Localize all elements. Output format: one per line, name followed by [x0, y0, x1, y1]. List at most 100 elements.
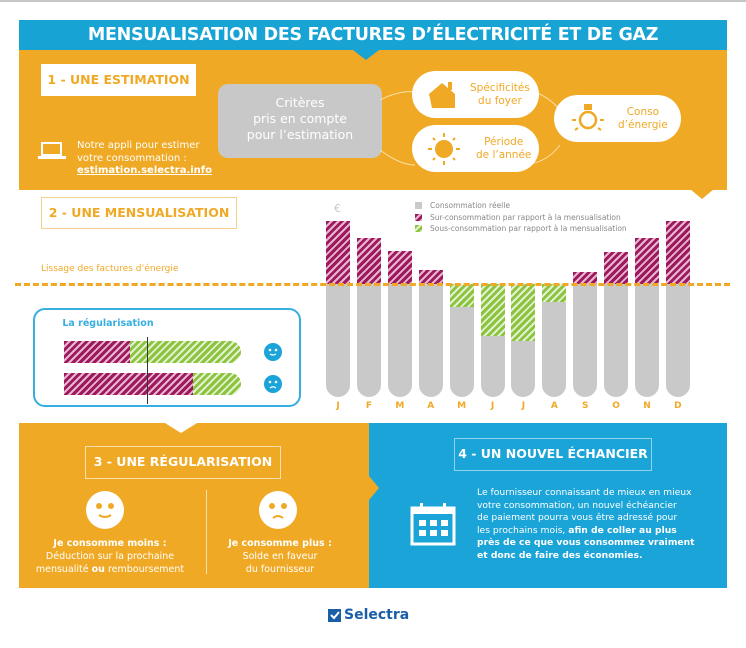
month-label: F: [365, 401, 372, 411]
chart-legend: Consommation réelle Sur-consommation par…: [415, 200, 627, 235]
month-label: O: [612, 401, 620, 411]
bar-real-consumption: [542, 302, 567, 397]
text-bold: ou: [91, 564, 105, 575]
estimation-link[interactable]: estimation.selectra.info: [77, 165, 213, 176]
pill-line: Période: [484, 135, 524, 148]
criteria-household: Spécificités du foyer: [412, 71, 539, 118]
legend-swatch-gray: [415, 202, 422, 209]
selectra-logo: Selectra: [328, 607, 409, 623]
consume-less: Je consomme moins : Déduction sur la pro…: [25, 537, 195, 576]
bar-real-consumption: [635, 284, 659, 397]
bar-real-consumption: [356, 284, 381, 397]
bar-over-consumption: [665, 220, 690, 284]
pill-line: du foyer: [478, 94, 522, 107]
legend-item: Consommation réelle: [415, 200, 627, 212]
month-label: J: [521, 401, 526, 411]
bar-over-consumption: [418, 270, 443, 284]
consume-less-title: Je consomme moins :: [53, 538, 167, 549]
bar-real-consumption: [665, 284, 690, 397]
bar-over-consumption: [604, 252, 629, 284]
sad-face-icon: [259, 491, 297, 529]
lightbulb-icon: [572, 103, 604, 131]
app-description: Notre appli pour estimer votre consommat…: [77, 140, 212, 178]
section3-title: 3 - UNE RÉGULARISATION: [85, 446, 281, 479]
month-label: M: [395, 401, 405, 411]
pill-line: Spécificités: [470, 81, 530, 94]
section4-title: 4 - UN NOUVEL ÉCHANCIER: [454, 438, 652, 471]
text-line: Le fournisseur connaissant de mieux en m…: [477, 487, 692, 498]
bar-under-consumption: [480, 284, 505, 336]
bar-under-consumption: [542, 284, 567, 303]
bar-under-consumption: [511, 284, 536, 341]
text-line: et donc de faire des économies.: [477, 549, 643, 561]
section-regularisation: [19, 423, 369, 588]
reg-bar-1-over: [64, 341, 130, 363]
consume-more-text: Solde en faveur: [242, 551, 318, 562]
reg-bar-2-over: [64, 373, 193, 395]
bar-over-consumption: [356, 237, 381, 284]
app-text-2: votre consommation :: [77, 152, 187, 164]
pill-line: de l’année: [476, 148, 532, 161]
pill-line: d’énergie: [618, 118, 668, 131]
text: remboursement: [104, 564, 185, 575]
bar-over-consumption: [635, 237, 659, 284]
bar-real-consumption: [326, 284, 350, 397]
header-arrow: [353, 50, 379, 60]
logo-text: Selectra: [344, 607, 410, 623]
legend-label: Consommation réelle: [430, 201, 510, 210]
month-label: N: [643, 401, 651, 411]
section4-arrow: [369, 476, 379, 500]
month-label: A: [550, 401, 558, 411]
month-label: J: [490, 401, 495, 411]
happy-face-icon: [86, 491, 124, 529]
criteria-line-3: pour l’estimation: [246, 127, 354, 142]
month-label: J: [336, 401, 340, 411]
criteria-box: Critères pris en compte pour l’estimatio…: [218, 84, 382, 158]
consume-less-text: Déduction sur la prochaine: [45, 551, 175, 562]
sad-face-icon: [264, 375, 282, 393]
divider: [206, 490, 207, 574]
text-bold: afin de coller au plus: [568, 524, 677, 536]
bar-under-consumption: [449, 284, 474, 307]
legend-label: Sur-consommation par rapport à la mensua…: [430, 212, 621, 222]
reg-reference-line: [147, 337, 148, 404]
bar-real-consumption: [387, 284, 412, 397]
bar-over-consumption: [573, 271, 598, 284]
month-label: D: [674, 401, 682, 411]
bar-real-consumption: [573, 284, 598, 397]
bar-real-consumption: [418, 284, 443, 397]
month-label: S: [581, 401, 589, 411]
pill-line: Conso: [626, 105, 660, 118]
text-line: près de ce que vous consommez vraiment: [477, 537, 695, 548]
sun-icon: [428, 132, 460, 165]
month-label: M: [457, 401, 467, 411]
happy-face-icon: [264, 343, 282, 361]
check-icon: [328, 608, 341, 622]
legend-label: Sous-consommation par rapport à la mensu…: [430, 224, 627, 233]
page-title: MENSUALISATION DES FACTURES D’ÉLECTRICIT…: [19, 20, 727, 51]
criteria-season: Période de l’année: [412, 125, 539, 172]
month-label: A: [427, 401, 435, 411]
text: les prochains mois,: [477, 524, 569, 536]
section1-title: 1 - UNE ESTIMATION: [41, 64, 196, 96]
criteria-consumption: Conso d’énergie: [554, 95, 681, 142]
monthly-payment-line: [15, 283, 730, 286]
bar-real-consumption: [480, 335, 505, 397]
bar-over-consumption: [387, 251, 412, 284]
smoothing-label: Lissage des factures d’énergie: [41, 264, 179, 274]
bar-real-consumption: [604, 284, 629, 397]
connector-lines: [380, 87, 561, 166]
calendar-icon: [410, 503, 456, 546]
house-icon: [429, 81, 455, 108]
app-text-1: Notre appli pour estimer: [77, 140, 200, 151]
section-new-schedule: [369, 423, 727, 588]
top-border: [0, 0, 746, 2]
legend-item: Sous-consommation par rapport à la mensu…: [415, 223, 627, 235]
section2-title: 2 - UNE MENSUALISATION: [41, 197, 237, 229]
criteria-line-2: pris en compte: [253, 111, 347, 126]
reg-bar-1-under: [130, 341, 241, 363]
regularisation-title: La régularisation: [62, 318, 154, 329]
text-line: les prochains mois, afin de coller au pl…: [477, 525, 695, 538]
legend-swatch-magenta: [415, 213, 422, 221]
bar-real-consumption: [511, 340, 536, 397]
